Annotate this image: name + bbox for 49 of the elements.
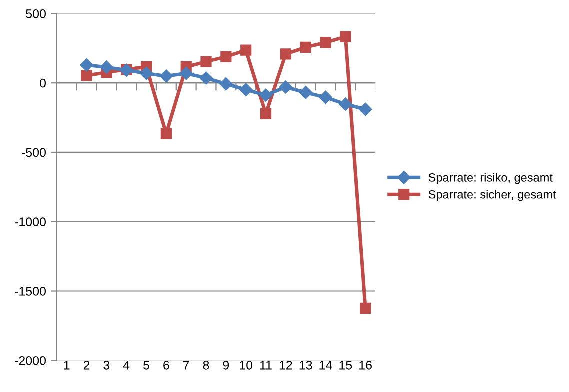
x-tick-label: 2: [84, 360, 90, 370]
point: [360, 302, 372, 314]
x-tick-label: 12: [280, 360, 292, 370]
point: [319, 90, 332, 104]
point: [180, 66, 193, 80]
x-tick-label: 4: [123, 361, 130, 370]
x-tick-label: 16: [360, 360, 372, 370]
x-tick-label: 15: [340, 361, 352, 370]
y-tick-label: 0: [40, 78, 46, 88]
point: [220, 51, 232, 62]
point: [160, 128, 172, 140]
point: [220, 77, 233, 91]
x-tick-label: 10: [240, 360, 253, 370]
x-tick-label: 9: [223, 360, 230, 370]
point: [339, 98, 352, 111]
x-tick-label: 7: [184, 361, 190, 370]
y-tick-label: -2000: [15, 356, 46, 366]
x-tick-label: 11: [260, 361, 272, 370]
point: [260, 108, 272, 120]
point: [160, 70, 174, 83]
point: [279, 80, 293, 94]
x-tick-label: 5: [144, 361, 150, 370]
x-tick-label: 13: [300, 360, 312, 370]
point: [200, 56, 212, 68]
point: [100, 60, 114, 74]
y-tick-label: -1000: [15, 218, 46, 227]
point: [240, 44, 252, 56]
point: [358, 102, 372, 116]
point: [259, 88, 273, 102]
y-tick-label: 500: [26, 10, 46, 18]
point: [140, 66, 154, 80]
point: [200, 72, 213, 85]
y-tick-label: -500: [22, 148, 46, 158]
x-tick-label: 8: [203, 360, 210, 370]
y-tick-label: -1500: [15, 287, 46, 296]
point: [80, 58, 94, 72]
x-tick-label: 3: [104, 360, 110, 370]
x-tick-label: 6: [164, 360, 170, 370]
point: [240, 83, 253, 96]
point: [280, 48, 292, 60]
point: [340, 31, 352, 42]
x-tick-label: 1: [64, 361, 70, 370]
legend-label: Sparrate: sicher, gesamt: [428, 190, 556, 202]
x-tick-label: 14: [320, 361, 332, 370]
point: [299, 86, 312, 100]
point: [320, 37, 332, 48]
point: [300, 42, 312, 53]
point: [81, 70, 92, 82]
legend-label: Sparrate: risiko, gesamt: [428, 173, 553, 184]
